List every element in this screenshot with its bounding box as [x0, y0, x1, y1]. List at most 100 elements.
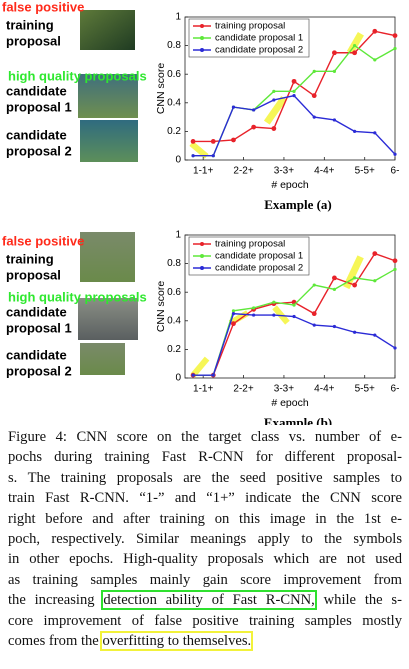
data-point [392, 258, 398, 264]
proposal-label: training [6, 17, 54, 32]
data-point [231, 321, 236, 327]
data-point [393, 46, 397, 51]
data-point [372, 251, 378, 256]
data-point [373, 131, 377, 135]
data-point [393, 152, 397, 156]
data-point [272, 313, 276, 317]
data-point [352, 282, 358, 288]
legend-label: training proposal [215, 239, 285, 250]
data-point [292, 303, 296, 307]
caption-line: Figure 4: CNN score on the target class … [8, 427, 402, 447]
y-tick-label: 0.6 [167, 287, 181, 298]
caption-line: comes from the overfitting to themselves… [8, 630, 402, 651]
data-point [251, 124, 257, 130]
data-point [332, 275, 337, 281]
data-point [353, 44, 357, 48]
caption-text: as training samples mainly gain score im… [8, 571, 402, 588]
x-tick-label: 3-3+ [274, 384, 294, 395]
y-axis-label: CNN score [155, 281, 167, 333]
legend-marker [200, 242, 204, 246]
caption-text: while the s- [314, 592, 402, 609]
data-point [332, 324, 337, 329]
data-point [332, 69, 337, 73]
proposal-label: proposal [6, 33, 61, 48]
chart: 0 0.2 0.4 0.6 0.8 1 1-1+ 2-2+ 3-3+ 4-4+ 5-5+ 6- # ep… [155, 12, 400, 212]
caption-text: right before and after training on this … [8, 510, 402, 527]
legend-marker [200, 266, 204, 270]
x-tick-label: 5-5+ [355, 384, 375, 395]
caption-line: poch, respectively. Similar meanings app… [8, 529, 402, 549]
highlighted-text: overfitting to themselves. [100, 630, 254, 651]
proposal-label: candidate [6, 347, 67, 362]
data-point [252, 313, 256, 317]
data-point [373, 333, 377, 337]
caption-text: comes from the [8, 632, 103, 649]
caption-line: s. The training proposals are the seed p… [8, 468, 402, 488]
x-tick-label: 6- [391, 384, 400, 395]
caption-line: train Fast R-CNN. “1-” and “1+” indicate… [8, 488, 402, 508]
data-point [211, 373, 215, 377]
data-point [231, 309, 236, 313]
legend-marker [200, 36, 204, 40]
image [78, 74, 138, 118]
caption-text: core improvement of false positive train… [8, 612, 402, 629]
data-point [311, 93, 317, 99]
x-tick-label: 6- [391, 166, 400, 177]
y-tick-label: 0.4 [167, 315, 181, 326]
caption-text: the increasing [8, 592, 104, 609]
proposal-label: proposal 2 [6, 363, 72, 378]
legend-label: training proposal [215, 21, 285, 32]
series-line [193, 312, 396, 376]
data-point [191, 373, 195, 377]
legend-label: candidate proposal 1 [215, 251, 303, 262]
figure-caption: Figure 4: CNN score on the target class … [8, 427, 402, 651]
series-line [193, 44, 396, 157]
proposal-label: proposal 1 [6, 320, 72, 335]
data-point [231, 137, 236, 143]
data-point [353, 276, 357, 280]
data-point [211, 154, 215, 158]
proposal-tag: false positive [2, 233, 84, 248]
data-point [373, 279, 377, 283]
y-tick-label: 1 [175, 230, 181, 241]
highlighted-text: detection ability of Fast R-CNN, [101, 590, 317, 611]
y-axis-label: CNN score [155, 63, 167, 115]
data-point [311, 311, 317, 317]
data-point [210, 139, 216, 144]
data-point [312, 69, 316, 73]
series-line [193, 94, 396, 157]
proposal-label: candidate [6, 304, 67, 319]
x-tick-label: 1-1+ [193, 166, 213, 177]
legend-marker [200, 24, 204, 28]
caption-line: as training samples mainly gain score im… [8, 570, 402, 590]
data-point [291, 78, 297, 84]
data-point [231, 105, 236, 109]
data-point [393, 346, 397, 350]
caption-text: pochs during training Fast R-CNN for dif… [8, 449, 402, 466]
proposal-tag: high quality proposals [8, 289, 147, 304]
chart-caption: Example (a) [264, 197, 332, 212]
x-tick-label: 4-4+ [314, 166, 334, 177]
caption-text: poch, respectively. Similar meanings app… [8, 530, 402, 547]
data-point [272, 98, 276, 102]
caption-text: in other epochs. High-quality proposals … [8, 551, 402, 568]
data-point [252, 108, 256, 112]
proposal-tag: false positive [2, 0, 84, 14]
image [78, 298, 138, 340]
x-axis-label: # epoch [271, 397, 309, 409]
y-tick-label: 0.8 [167, 40, 181, 51]
data-point [332, 50, 337, 56]
data-point [272, 300, 276, 304]
series-line [193, 268, 396, 376]
plot-frame [184, 234, 396, 379]
caption-text: s. The training proposals are the seed p… [8, 469, 402, 486]
caption-text: train Fast R-CNN. “1-” and “1+” indicate… [8, 490, 402, 507]
data-point [191, 154, 195, 158]
plot-frame [184, 16, 396, 161]
x-axis-label: # epoch [271, 179, 309, 191]
data-point [231, 312, 236, 316]
y-tick-label: 0.4 [167, 97, 181, 108]
caption-line: pochs during training Fast R-CNN for dif… [8, 447, 402, 467]
proposal-label: training [6, 251, 54, 266]
